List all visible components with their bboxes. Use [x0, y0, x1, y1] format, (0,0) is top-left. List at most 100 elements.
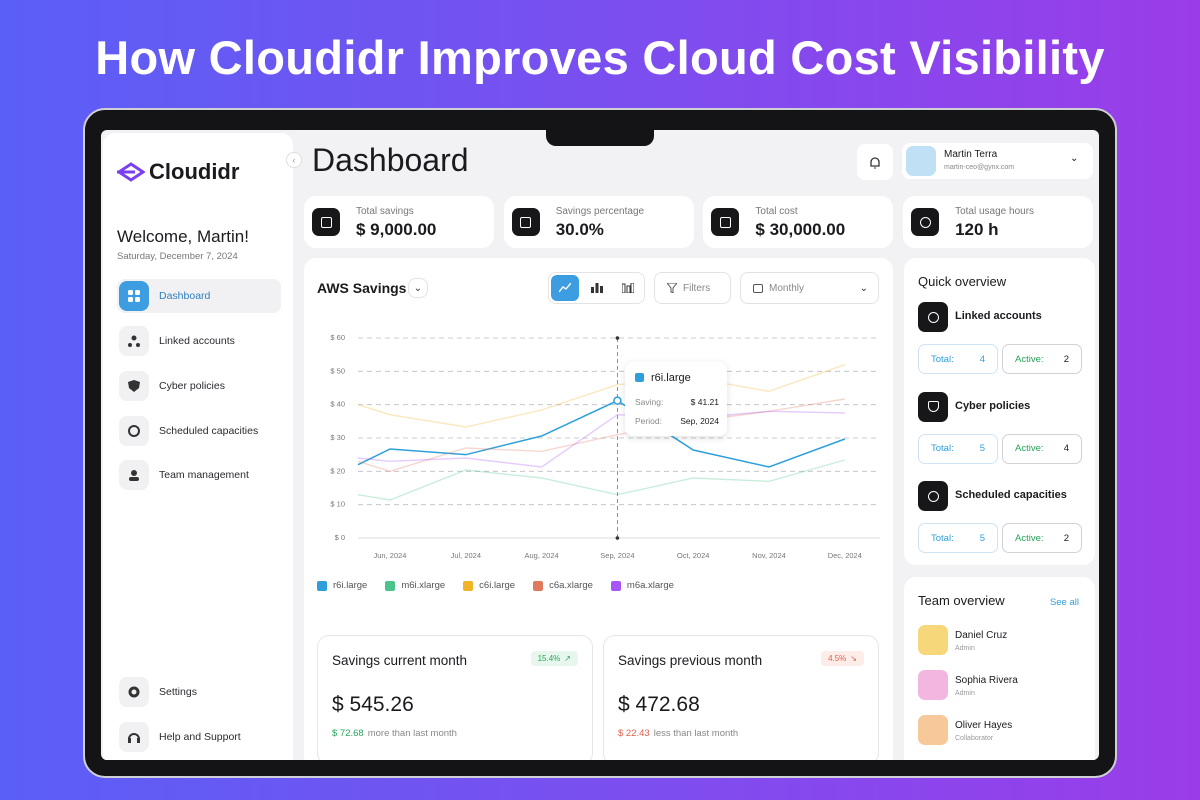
- stat-icon-shape: [919, 216, 931, 228]
- icon-shape: [622, 283, 626, 293]
- x-tick-label: Jul, 2024: [451, 551, 481, 560]
- legend: r6i.large m6i.xlarge c6i.large c6a.xlarge m6…: [317, 580, 674, 591]
- tooltip-label: Saving:: [635, 397, 664, 407]
- total-box: Total: 5: [918, 523, 998, 553]
- savings-title: Savings current month: [332, 653, 468, 668]
- notification-button[interactable]: [857, 144, 893, 180]
- logo-icon: [117, 162, 145, 182]
- nav-item[interactable]: Dashboard: [117, 279, 281, 313]
- quick-icon: [918, 302, 948, 332]
- filters-button[interactable]: Filters: [654, 272, 731, 304]
- icon-shape: [128, 290, 133, 295]
- active-value: 2: [1063, 532, 1069, 544]
- chart-menu-button[interactable]: ⌄: [408, 278, 428, 298]
- series-line: [357, 398, 845, 473]
- icon-shape: [590, 287, 594, 293]
- y-tick-label: $ 0: [335, 533, 345, 542]
- legend-label: c6i.large: [479, 580, 516, 591]
- change-arrow: ↗: [564, 654, 571, 663]
- collapse-button[interactable]: ‹: [286, 152, 302, 168]
- profile-menu[interactable]: Martin Terra martin-ceo@gynx.com ⌄: [902, 143, 1093, 179]
- chart-type-toggle: [548, 272, 645, 304]
- icon: [128, 733, 140, 743]
- nav-item[interactable]: Help and Support: [117, 720, 281, 754]
- welcome: Welcome, Martin!: [117, 227, 249, 246]
- change-value: 4.5%: [828, 654, 847, 663]
- nav-item[interactable]: Scheduled capacities: [117, 414, 281, 448]
- active-box: Active: 2: [1002, 344, 1082, 374]
- legend-swatch: [610, 580, 621, 591]
- icon-shape: [753, 284, 763, 293]
- sidebar: Cloudidr Welcome, Martin! Saturday, Dece…: [103, 133, 293, 760]
- change-value: 15.4%: [537, 654, 561, 663]
- legend-label: r6i.large: [333, 580, 368, 591]
- total-label: Total:: [931, 353, 954, 365]
- icon-shape: [131, 470, 137, 476]
- stat-value: $ 30,000.00: [755, 220, 846, 239]
- stat-card: Savings percentage 30.0%: [503, 196, 694, 248]
- stat-label: Total savings: [356, 206, 414, 217]
- nav-item[interactable]: Settings: [117, 675, 281, 709]
- y-tick-label: $ 20: [330, 466, 345, 475]
- quick-icon: [918, 481, 948, 511]
- legend-swatch: [463, 580, 474, 591]
- chart-title: AWS Savings: [317, 280, 407, 296]
- date: Saturday, December 7, 2024: [117, 251, 238, 262]
- icon: [870, 156, 880, 168]
- see-all-link[interactable]: See all: [1049, 597, 1079, 608]
- savings-amount: $ 472.68: [618, 693, 700, 716]
- legend-item: m6i.xlarge: [385, 580, 445, 591]
- icon-shape: [137, 738, 140, 743]
- member-avatar: [918, 670, 948, 700]
- chevron: ⌄: [1070, 153, 1079, 164]
- active-box: Active: 2: [1002, 523, 1082, 553]
- icon-shape: [128, 343, 132, 347]
- nav-item[interactable]: Cyber policies: [117, 369, 281, 403]
- member-name: Daniel Cruz: [955, 630, 1008, 641]
- x-tick-label: Sep, 2024: [600, 551, 634, 560]
- avatar: [906, 146, 936, 176]
- legend-item: c6a.xlarge: [533, 580, 593, 591]
- filters-label: Filters: [683, 282, 711, 294]
- camera-notch: [546, 124, 654, 146]
- savings-card: Savings current month 15.4% ↗ $ 545.26 $ 72.…: [317, 635, 593, 760]
- quick-label: Scheduled capacities: [955, 489, 1067, 501]
- series-line: [357, 459, 845, 501]
- stat-label: Savings percentage: [555, 206, 645, 217]
- member-avatar: [918, 625, 948, 655]
- legend-swatch: [533, 580, 544, 591]
- nav-item[interactable]: Team management: [117, 458, 281, 492]
- chart-tooltip: r6i.large Saving: $ 41.21 Period: Sep, 2…: [625, 362, 727, 436]
- logo: Cloudidr: [149, 159, 240, 184]
- icon: [128, 290, 140, 302]
- legend-item: c6i.large: [463, 580, 515, 591]
- x-tick-label: Aug, 2024: [524, 551, 558, 560]
- tooltip-series: r6i.large: [651, 372, 691, 384]
- hover-dot-top: [615, 336, 620, 340]
- member-role: Admin: [955, 645, 975, 652]
- nav-item[interactable]: Linked accounts: [117, 324, 281, 358]
- legend-label: c6a.xlarge: [549, 580, 593, 591]
- bar-toggle[interactable]: [583, 275, 611, 301]
- stat-icon: [711, 208, 740, 236]
- savings-note-text: more than last month: [367, 728, 457, 739]
- stat-card: Total savings $ 9,000.00: [304, 196, 494, 248]
- nav-icon: [119, 722, 149, 752]
- x-tick-label: Dec, 2024: [828, 551, 862, 560]
- icon-shape: [128, 738, 131, 743]
- stat-card: Total cost $ 30,000.00: [703, 196, 894, 248]
- stacked-toggle[interactable]: [614, 275, 642, 301]
- icon: [667, 283, 677, 293]
- period-select[interactable]: Monthly ⌄: [740, 272, 879, 304]
- change-badge: 15.4% ↗: [530, 651, 578, 666]
- line-toggle[interactable]: [551, 275, 579, 301]
- chevron: ⌄: [859, 282, 868, 294]
- icon-shape: [128, 380, 140, 392]
- nav-label: Team management: [159, 469, 249, 481]
- icon: [128, 425, 140, 437]
- hover-point: [613, 396, 622, 405]
- screen: Cloudidr Welcome, Martin! Saturday, Dece…: [101, 130, 1099, 760]
- icon-shape: [599, 286, 603, 293]
- series-line: [357, 364, 846, 428]
